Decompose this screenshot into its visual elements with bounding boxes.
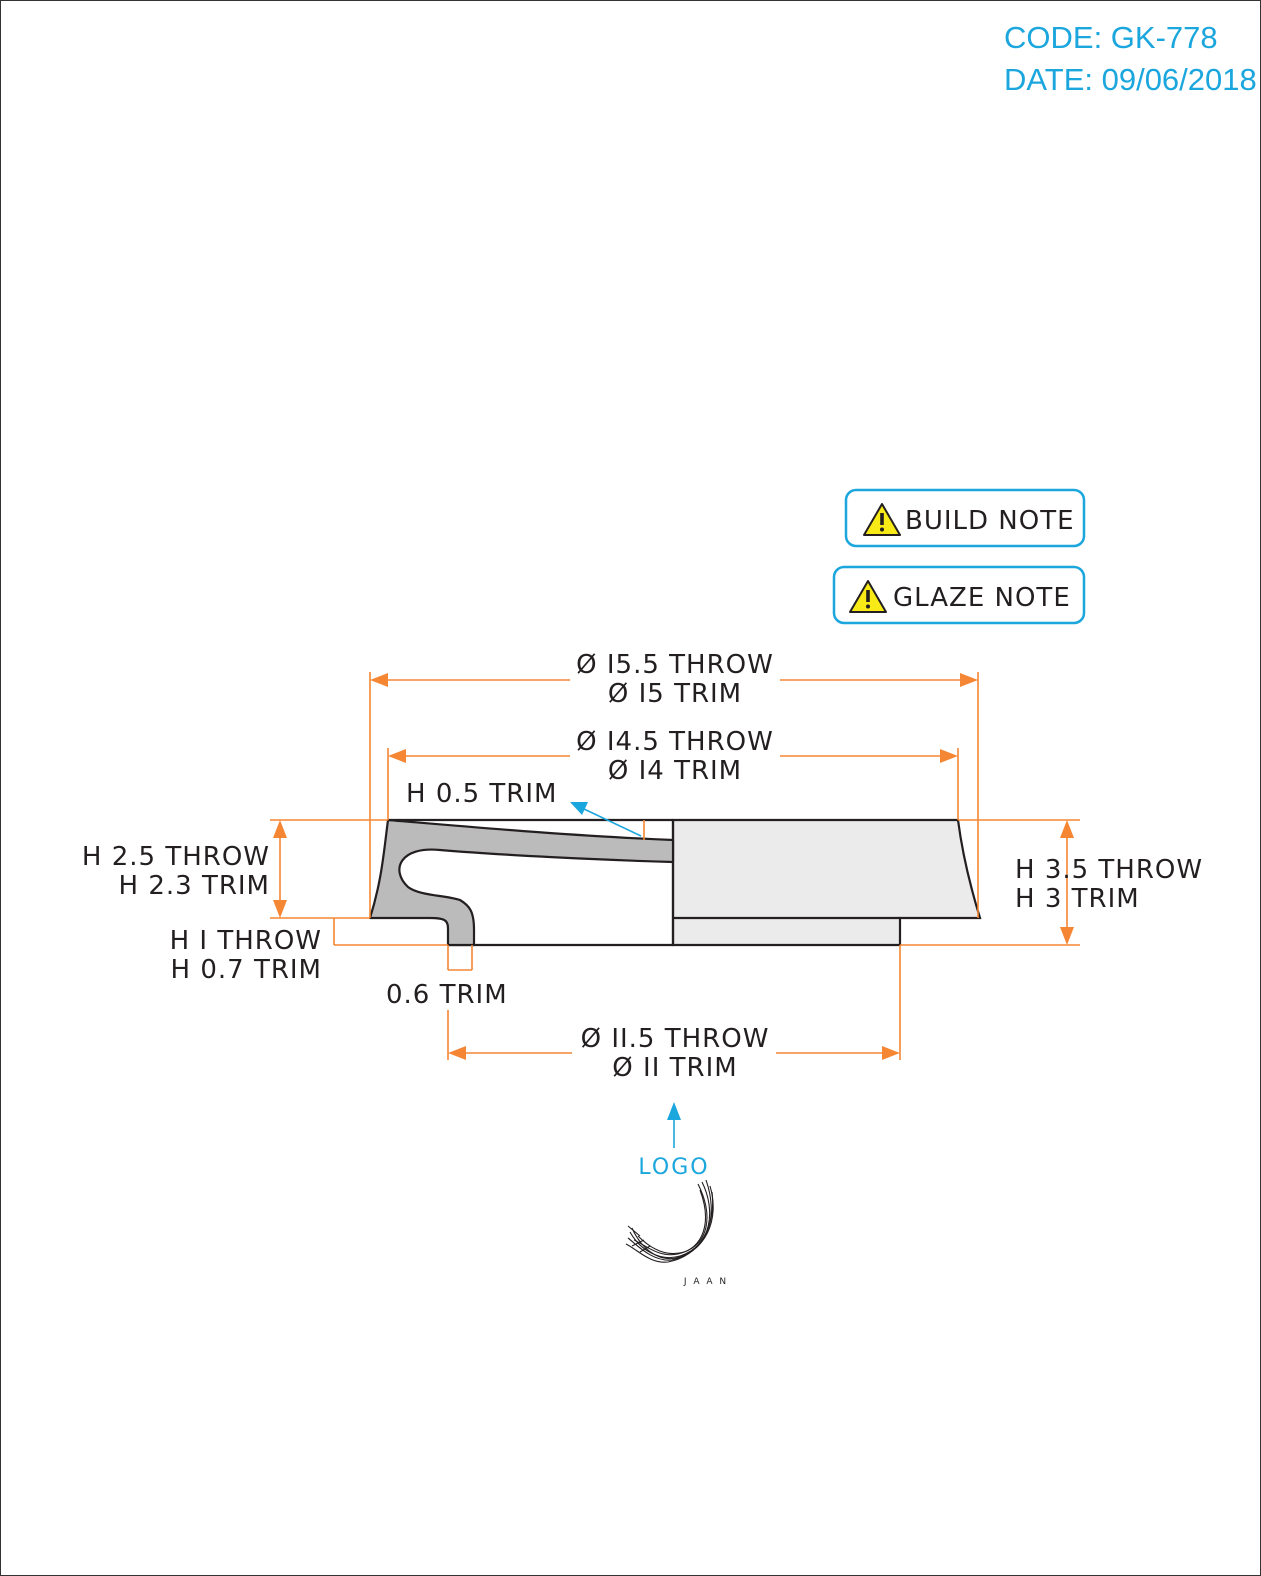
inner-diameter-throw: Ø I4.5 THROW [576, 727, 774, 757]
date-label: DATE: 09/06/2018 [1004, 62, 1257, 97]
foot-diameter-trim: Ø II TRIM [612, 1053, 737, 1083]
foot-width-trim: 0.6 TRIM [386, 980, 508, 1010]
lid-thickness-trim: H 0.5 TRIM [406, 779, 557, 809]
lid-cross-section [368, 818, 982, 947]
glaze-note-button[interactable]: GLAZE NOTE [832, 565, 1086, 625]
inner-diameter-trim: Ø I4 TRIM [608, 756, 742, 786]
brand-logo: J A A N [625, 1179, 728, 1287]
total-height-trim: H 3 TRIM [1015, 884, 1140, 914]
logo-callout: LOGO [638, 1102, 709, 1180]
logo-label: LOGO [638, 1155, 709, 1180]
total-height-dimension: H 3.5 THROW H 3 TRIM [900, 819, 1203, 946]
brand-name: J A A N [683, 1277, 728, 1287]
rim-height-throw: H 2.5 THROW [82, 842, 270, 872]
rim-height-trim: H 2.3 TRIM [119, 871, 270, 901]
foot-height-dimension: H I THROW H 0.7 TRIM [170, 918, 448, 985]
foot-width-dimension: 0.6 TRIM [386, 945, 508, 1010]
lid-thickness-callout: H 0.5 TRIM [406, 779, 645, 840]
foot-height-trim: H 0.7 TRIM [171, 955, 322, 985]
total-height-throw: H 3.5 THROW [1015, 855, 1203, 885]
rim-height-dimension: H 2.5 THROW H 2.3 TRIM [82, 819, 388, 919]
build-note-label: BUILD NOTE [905, 506, 1075, 536]
foot-diameter-throw: Ø II.5 THROW [581, 1024, 770, 1054]
build-note-button[interactable]: BUILD NOTE [844, 488, 1086, 548]
glaze-note-label: GLAZE NOTE [893, 583, 1071, 613]
outer-diameter-dimension: Ø I5.5 THROW Ø I5 TRIM [369, 650, 979, 918]
outer-diameter-throw: Ø I5.5 THROW [576, 650, 774, 680]
inner-diameter-dimension: Ø I4.5 THROW Ø I4 TRIM [387, 727, 959, 820]
lid-body-elevation [671, 818, 982, 947]
foot-diameter-dimension: Ø II.5 THROW Ø II TRIM [447, 945, 901, 1083]
lid-section-profile [368, 818, 675, 947]
code-label: CODE: GK-778 [1004, 20, 1218, 55]
foot-height-throw: H I THROW [170, 926, 322, 956]
outer-diameter-trim: Ø I5 TRIM [608, 679, 742, 709]
